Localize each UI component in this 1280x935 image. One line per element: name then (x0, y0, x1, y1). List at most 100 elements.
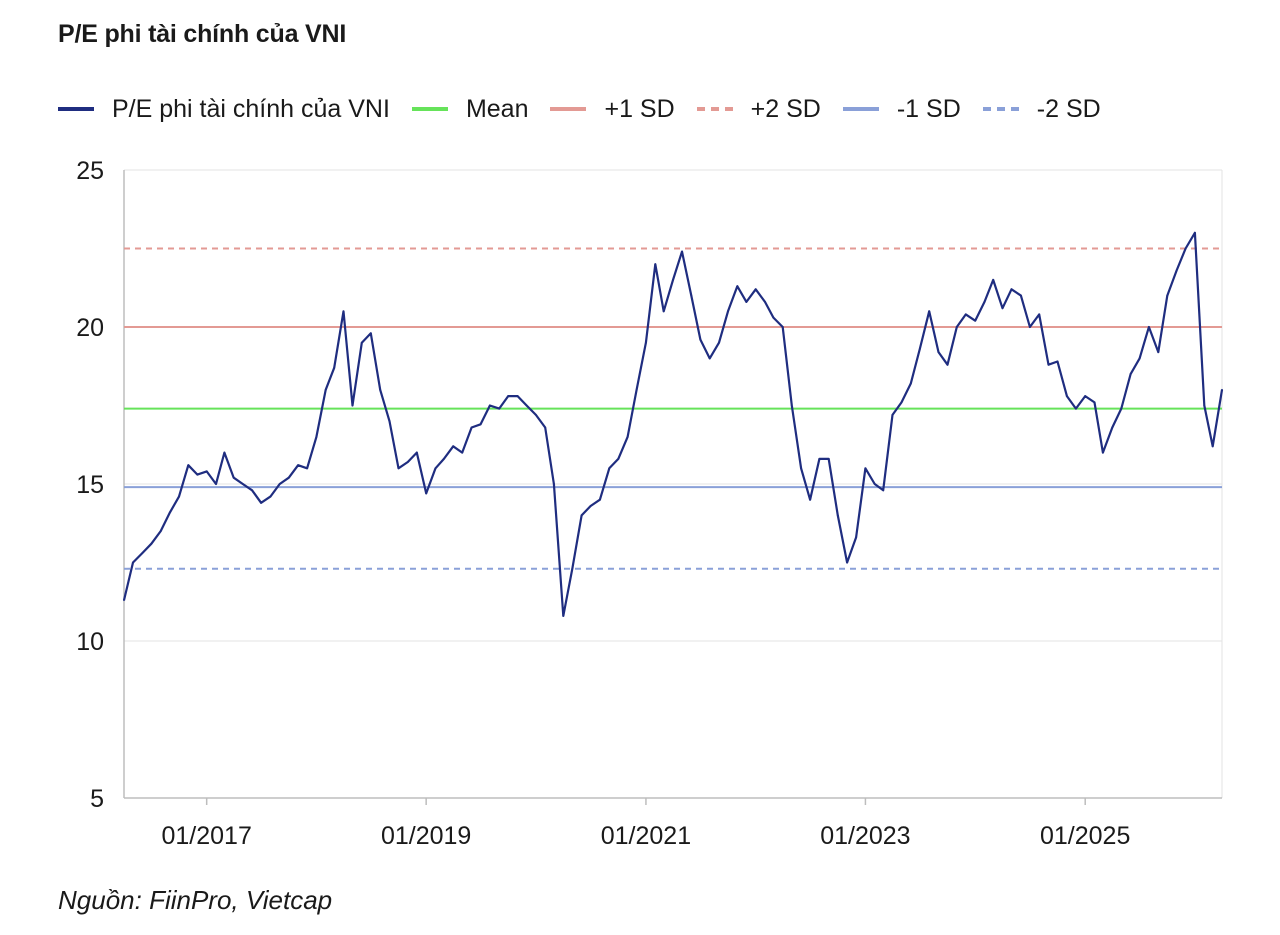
data-point-0-17 (278, 483, 281, 485)
data-point-0-114 (1166, 294, 1169, 297)
data-point-0-94 (983, 300, 986, 303)
data-point-0-62 (690, 294, 693, 297)
data-point-0-112 (1148, 326, 1150, 328)
data-point-0-33 (425, 492, 428, 495)
data-point-0-68 (745, 300, 748, 303)
data-point-0-18 (287, 476, 290, 479)
data-point-0-8 (196, 473, 199, 476)
data-point-0-10 (215, 483, 217, 485)
data-point-0-53 (608, 467, 611, 470)
data-point-0-63 (699, 338, 702, 341)
legend-item-minus1sd: -1 SD (842, 95, 961, 124)
data-point-0-9 (205, 470, 208, 473)
legend-swatch-minus1sd (842, 107, 879, 111)
data-point-0-60 (672, 279, 674, 281)
data-point-0-72 (781, 326, 784, 328)
data-point-0-46 (544, 426, 547, 429)
data-point-0-70 (764, 300, 766, 303)
data-point-0-11 (223, 451, 226, 454)
data-point-0-95 (992, 279, 995, 281)
data-point-0-21 (315, 436, 318, 438)
y-tick-label-25: 25 (76, 157, 104, 185)
data-point-0-86 (909, 382, 912, 385)
legend-item-plus2sd: +2 SD (696, 95, 821, 124)
data-point-0-12 (232, 476, 235, 479)
data-point-0-65 (718, 341, 720, 344)
legend-label-minus2sd: -2 SD (1036, 94, 1101, 123)
chart-legend: P/E phi tài chính của VNI Mean +1 SD +2 … (58, 92, 1123, 126)
data-point-0-117 (1194, 231, 1196, 234)
data-point-0-25 (351, 404, 354, 407)
data-point-0-107 (1102, 451, 1104, 454)
data-point-0-32 (415, 451, 418, 454)
data-point-0-3 (150, 542, 153, 545)
data-point-0-74 (800, 467, 802, 470)
data-point-0-120 (1221, 388, 1223, 391)
data-point-0-22 (324, 388, 327, 391)
x-tick-label-1: 01/2019 (381, 822, 471, 850)
x-tick-label-2: 01/2021 (601, 822, 691, 850)
data-point-0-24 (342, 310, 345, 313)
legend-swatch-mean (411, 107, 448, 111)
data-point-0-19 (297, 464, 299, 467)
data-point-0-98 (1019, 294, 1022, 297)
data-point-0-34 (434, 467, 437, 470)
data-point-0-0 (123, 599, 125, 602)
x-tick-label-3: 01/2023 (820, 822, 910, 850)
data-point-0-106 (1093, 401, 1096, 404)
data-point-0-75 (809, 498, 811, 501)
data-point-0-79 (846, 561, 848, 564)
data-point-0-57 (645, 341, 647, 344)
data-point-0-28 (379, 388, 382, 391)
data-point-0-105 (1084, 395, 1087, 397)
data-point-0-64 (708, 357, 711, 360)
data-point-0-93 (974, 319, 977, 322)
data-point-0-110 (1129, 373, 1132, 375)
data-point-0-56 (635, 388, 638, 391)
data-point-0-73 (790, 404, 793, 407)
data-point-0-43 (516, 395, 519, 397)
data-point-0-20 (306, 467, 309, 470)
chart-title: P/E phi tài chính của VNI (58, 20, 347, 48)
data-point-0-2 (141, 552, 144, 554)
data-point-0-80 (855, 536, 858, 539)
series-line-pe (122, 231, 1224, 618)
data-point-0-104 (1074, 407, 1077, 410)
legend-swatch-minus2sd (982, 107, 1019, 111)
data-point-0-89 (937, 351, 940, 354)
data-point-0-39 (479, 423, 482, 426)
data-point-0-50 (580, 514, 583, 517)
data-point-0-69 (754, 288, 757, 291)
data-point-0-119 (1211, 445, 1214, 448)
data-point-0-108 (1111, 426, 1114, 429)
data-point-0-118 (1203, 404, 1206, 407)
data-point-0-97 (1010, 288, 1013, 291)
legend-item-mean: Mean (411, 95, 528, 124)
legend-swatch-plus2sd (696, 107, 733, 111)
legend-label-pe: P/E phi tài chính của VNI (112, 94, 390, 123)
data-point-0-42 (507, 395, 510, 397)
data-point-0-78 (836, 514, 839, 517)
data-point-0-90 (946, 363, 949, 366)
data-point-0-27 (369, 332, 372, 335)
data-point-0-96 (1001, 307, 1004, 310)
pe-line-chart: 5 10 15 20 25 01/2017 01/2019 01/2021 01/2023 01/… (76, 157, 1224, 850)
data-point-0-29 (388, 420, 391, 423)
data-point-0-47 (553, 483, 555, 485)
data-point-0-16 (269, 495, 272, 498)
data-point-0-85 (900, 401, 903, 404)
data-point-0-99 (1028, 326, 1031, 328)
legend-label-plus1sd: +1 SD (604, 94, 675, 123)
legend-item-plus1sd: +1 SD (550, 94, 675, 124)
data-point-0-49 (571, 567, 574, 570)
data-point-0-77 (827, 457, 830, 460)
source-note: Nguồn: FiinPro, Vietcap (58, 885, 333, 915)
data-point-0-52 (599, 498, 601, 501)
data-point-0-82 (873, 483, 876, 485)
legend-swatch-pe (58, 107, 94, 111)
legend-item-minus2sd: -2 SD (982, 94, 1101, 124)
data-point-0-41 (498, 407, 501, 410)
data-point-0-67 (736, 285, 739, 288)
data-point-0-81 (864, 467, 867, 470)
data-point-0-102 (1056, 360, 1059, 363)
